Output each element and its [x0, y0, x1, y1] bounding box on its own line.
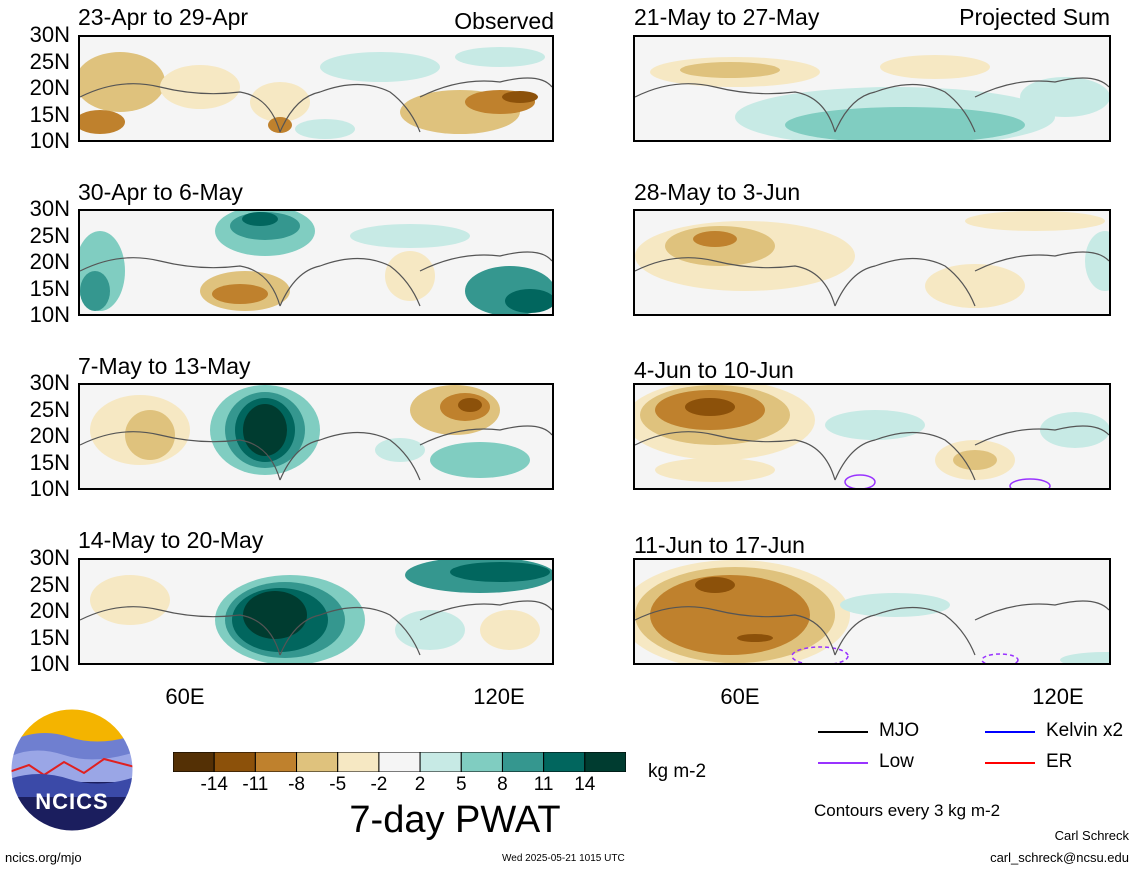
contour-note: Contours every 3 kg m-2 — [814, 801, 1001, 820]
colorbar-title: 7-day PWAT — [349, 799, 561, 841]
ncics-logo: NCICS — [9, 707, 135, 833]
lat-label-row1-20n: 20N — [29, 75, 70, 100]
map-panel-right-2 — [633, 209, 1111, 316]
panel-title-left-2: 30-Apr to 6-May — [78, 179, 243, 205]
map-panel-left-3 — [78, 383, 554, 490]
colorbar-swatch — [543, 751, 586, 773]
lat-label-row2-20n: 20N — [29, 249, 70, 274]
colorbar-tick-label: 2 — [414, 774, 426, 795]
panel-title-right-4: 11-Jun to 17-Jun — [634, 532, 805, 558]
colorbar-tick-label: -8 — [288, 774, 305, 795]
colorbar — [172, 751, 627, 773]
colorbar-swatch — [501, 751, 545, 773]
lat-label-row2-30n: 30N — [29, 196, 70, 221]
ncics-logo-text: NCICS — [35, 789, 109, 814]
legend-label-er: ER — [1046, 751, 1073, 772]
map-panel-right-3 — [633, 383, 1111, 490]
lat-label-row4-10n: 10N — [29, 651, 70, 676]
projected-sum-label: Projected Sum — [959, 4, 1110, 30]
legend-label-mjo: MJO — [879, 720, 920, 741]
footer-timestamp: Wed 2025-05-21 1015 UTC — [502, 853, 625, 864]
lat-label-row2-25n: 25N — [29, 222, 70, 248]
lat-label-row3-25n: 25N — [29, 396, 70, 422]
lat-label-row1-30n: 30N — [29, 22, 70, 47]
panel-title-left-4: 14-May to 20-May — [78, 527, 264, 553]
colorbar-tick-label: -14 — [200, 774, 228, 795]
lat-label-row4-30n: 30N — [29, 545, 70, 570]
map-panel-left-1 — [78, 35, 554, 142]
panel-title-right-3: 4-Jun to 10-Jun — [634, 357, 794, 383]
lat-label-row2-10n: 10N — [29, 302, 70, 327]
lat-label-row3-10n: 10N — [29, 476, 70, 501]
panel-title-right-2: 28-May to 3-Jun — [634, 179, 801, 205]
legend-line-kelvin — [985, 731, 1035, 733]
panel-title-left-1: 23-Apr to 29-Apr — [78, 4, 249, 30]
lon-label-right-60e: 60E — [720, 684, 760, 709]
colorbar-swatch — [213, 751, 256, 773]
colorbar-tick-label: 14 — [574, 774, 596, 795]
map-panel-left-2 — [78, 209, 554, 316]
colorbar-swatch — [584, 751, 627, 773]
lon-label-right-120e: 120E — [1032, 684, 1084, 709]
colorbar-units: kg m-2 — [648, 761, 707, 782]
colorbar-tick-label: -2 — [370, 774, 388, 795]
lon-label-left-120e: 120E — [473, 684, 525, 709]
legend-label-low: Low — [879, 751, 914, 772]
map-panel-right-4 — [633, 558, 1111, 665]
legend-label-kelvin: Kelvin x2 — [1046, 720, 1124, 741]
lat-label-row3-20n: 20N — [29, 423, 70, 448]
panel-title-right-1: 21-May to 27-May — [634, 4, 820, 30]
colorbar-tick-label: -11 — [242, 774, 269, 795]
legend-line-er — [985, 762, 1035, 764]
lat-label-row4-25n: 25N — [29, 571, 70, 597]
colorbar-swatch — [419, 751, 462, 773]
colorbar-swatch — [254, 751, 298, 773]
map-panel-left-4 — [78, 558, 554, 665]
colorbar-swatch — [296, 751, 339, 773]
colorbar-tick-label: 11 — [533, 774, 554, 795]
lat-label-row3-30n: 30N — [29, 370, 70, 395]
lat-label-row4-15n: 15N — [29, 624, 70, 650]
lat-label-row3-15n: 15N — [29, 449, 70, 475]
observed-label: Observed — [454, 8, 554, 34]
colorbar-tick-label: 8 — [497, 774, 508, 795]
colorbar-tick-label: 5 — [455, 774, 467, 795]
footer-author: Carl Schreck — [1054, 828, 1129, 843]
panel-title-left-3: 7-May to 13-May — [78, 353, 251, 379]
lat-label-row2-15n: 15N — [29, 275, 70, 301]
legend-line-mjo — [818, 731, 868, 733]
lon-label-left-60e: 60E — [165, 684, 205, 709]
lat-label-row4-20n: 20N — [29, 598, 70, 623]
colorbar-swatch — [378, 751, 421, 773]
colorbar-swatch — [172, 751, 215, 773]
lat-label-row1-15n: 15N — [29, 101, 70, 127]
lat-label-row1-25n: 25N — [29, 48, 70, 74]
lat-label-row1-10n: 10N — [29, 128, 70, 153]
footer-email[interactable]: carl_schreck@ncsu.edu — [990, 850, 1129, 865]
colorbar-swatch — [460, 751, 503, 773]
colorbar-tick-label: -5 — [329, 774, 347, 795]
legend-line-low — [818, 762, 868, 764]
map-panel-right-1 — [633, 35, 1111, 142]
colorbar-swatch — [337, 751, 380, 773]
footer-url[interactable]: ncics.org/mjo — [5, 850, 82, 865]
